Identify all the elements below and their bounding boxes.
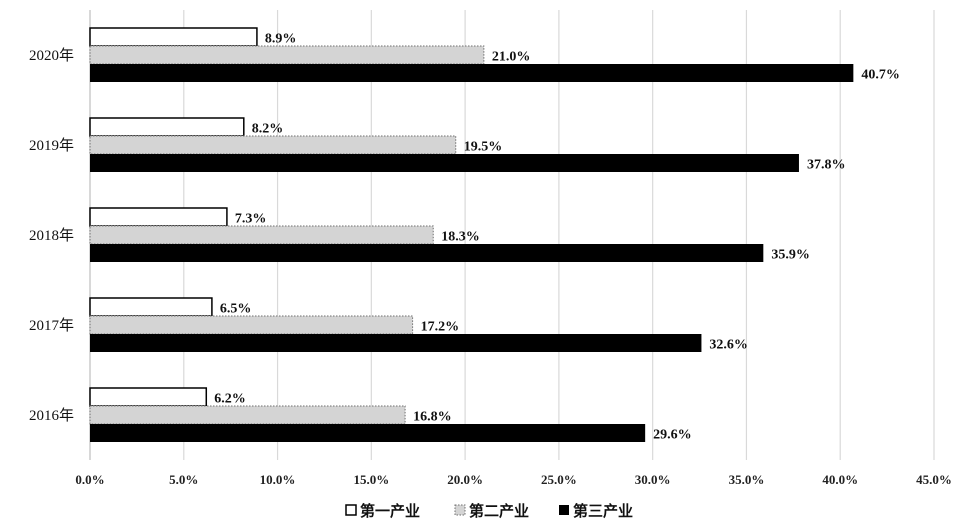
y-axis-category-labels: 2020年 2019年 2018年 2017年 2016年 bbox=[29, 47, 74, 424]
value-label-series1-2019: 8.2% bbox=[252, 122, 284, 137]
legend-label: 第一产业 bbox=[360, 502, 420, 520]
bar-series3-2016 bbox=[90, 424, 646, 442]
legend-marker bbox=[559, 505, 569, 515]
x-tick-label: 0.0% bbox=[75, 472, 104, 487]
legend-marker bbox=[345, 504, 357, 516]
value-label-series3-2017: 32.6% bbox=[709, 338, 748, 353]
y-category-label: 2016年 bbox=[29, 407, 74, 424]
y-category-label: 2018年 bbox=[29, 227, 74, 244]
value-label-series2-2018: 18.3% bbox=[441, 230, 480, 245]
x-tick-label: 25.0% bbox=[541, 472, 577, 487]
legend: 第一产业 第二产业 第三产业 bbox=[345, 502, 633, 520]
legend-marker bbox=[454, 504, 466, 516]
x-tick-label: 45.0% bbox=[916, 472, 952, 487]
bar-series2-2016 bbox=[89, 405, 406, 425]
value-label-series3-2019: 37.8% bbox=[807, 158, 846, 173]
bar-series2-2019 bbox=[89, 135, 457, 155]
legend-item: 第三产业 bbox=[559, 502, 633, 520]
value-label-series2-2019: 19.5% bbox=[464, 140, 503, 155]
bar-series2-2017 bbox=[89, 315, 414, 335]
value-label-series1-2020: 8.9% bbox=[265, 32, 297, 47]
bar-series3-2017 bbox=[90, 334, 702, 352]
x-tick-label: 20.0% bbox=[447, 472, 483, 487]
x-axis-tick-labels: 0.0% 5.0% 10.0% 15.0% 20.0% 25.0% 30.0% 35.0% 40… bbox=[75, 472, 952, 487]
y-category-label: 2019年 bbox=[29, 137, 74, 154]
legend-label: 第二产业 bbox=[469, 502, 529, 520]
bar-series3-2019 bbox=[90, 154, 799, 172]
y-category-label: 2020年 bbox=[29, 47, 74, 64]
value-label-series2-2016: 16.8% bbox=[413, 410, 452, 425]
bar-series3-2018 bbox=[90, 244, 764, 262]
y-category-label: 2017年 bbox=[29, 317, 74, 334]
bar-series2-2020 bbox=[89, 45, 485, 65]
value-label-series1-2016: 6.2% bbox=[214, 392, 246, 407]
gridlines bbox=[89, 10, 935, 460]
legend-item: 第二产业 bbox=[454, 502, 529, 520]
value-label-series3-2018: 35.9% bbox=[771, 248, 810, 263]
value-label-series3-2020: 40.7% bbox=[861, 68, 900, 83]
x-tick-label: 15.0% bbox=[353, 472, 389, 487]
value-label-series1-2018: 7.3% bbox=[235, 212, 267, 227]
value-label-series1-2017: 6.5% bbox=[220, 302, 252, 317]
bar-series2-2018 bbox=[89, 225, 434, 245]
value-label-series3-2016: 29.6% bbox=[653, 428, 692, 443]
bar-series3-2020 bbox=[90, 64, 854, 82]
x-tick-label: 35.0% bbox=[729, 472, 765, 487]
x-tick-label: 10.0% bbox=[260, 472, 296, 487]
bars bbox=[89, 27, 854, 442]
bar-series1-2016 bbox=[89, 387, 208, 407]
value-labels: 8.9% 21.0% 40.7% 8.2% 19.5% 37.8% 7.3% 18.3% 35.… bbox=[214, 32, 900, 443]
bar-series1-2017 bbox=[89, 297, 213, 317]
x-tick-label: 5.0% bbox=[169, 472, 198, 487]
legend-item: 第一产业 bbox=[345, 502, 420, 520]
legend-label: 第三产业 bbox=[573, 502, 633, 520]
bar-series1-2018 bbox=[89, 207, 228, 227]
value-label-series2-2017: 17.2% bbox=[421, 320, 460, 335]
bar-series1-2019 bbox=[89, 117, 245, 137]
value-label-series2-2020: 21.0% bbox=[492, 50, 531, 65]
x-tick-label: 30.0% bbox=[635, 472, 671, 487]
bar-series1-2020 bbox=[89, 27, 258, 47]
x-tick-label: 40.0% bbox=[822, 472, 858, 487]
